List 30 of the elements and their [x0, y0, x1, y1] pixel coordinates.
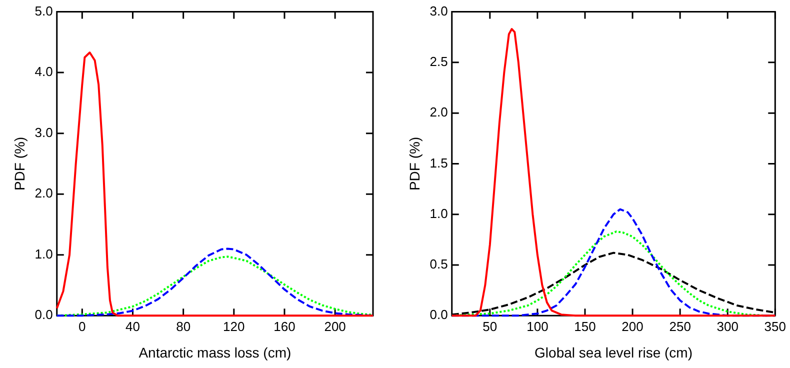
x-tick-label: 120 [223, 318, 245, 334]
y-tick-label: 3.0 [34, 124, 53, 140]
x-tick-label: 160 [274, 318, 296, 334]
x-tick-label: 200 [622, 318, 644, 334]
y-tick-label: 2.5 [430, 54, 448, 70]
x-tick-label: 0 [78, 318, 86, 334]
y-tick-label: 1.5 [430, 155, 448, 170]
y-tick-label: 0.5 [430, 256, 448, 272]
x-axis-title: Global sea level rise (cm) [534, 344, 692, 360]
x-axis-title: Antarctic mass loss (cm) [138, 344, 292, 360]
x-tick-label: 50 [482, 318, 498, 334]
x-tick-label: 100 [526, 318, 548, 334]
y-tick-label: 5.0 [34, 3, 53, 18]
y-axis-title: PDF (%) [406, 136, 422, 191]
y-tick-label: 4.0 [34, 64, 53, 80]
x-tick-label: 200 [324, 318, 346, 334]
x-tick-label: 300 [716, 318, 738, 334]
x-tick-label: 150 [574, 318, 596, 334]
y-tick-label: 1.0 [430, 206, 448, 221]
y-tick-label: 0.0 [430, 307, 448, 322]
x-tick-label: 40 [126, 318, 140, 334]
y-tick-label: 2.0 [430, 104, 448, 120]
y-tick-label: 2.0 [34, 186, 53, 201]
y-tick-label: 0.0 [34, 307, 53, 322]
y-axis-title: PDF (%) [11, 136, 28, 191]
y-tick-label: 3.0 [430, 3, 448, 18]
x-tick-label: 250 [669, 318, 691, 334]
y-tick-label: 1.0 [34, 246, 53, 262]
x-tick-label: 80 [176, 318, 191, 334]
x-tick-label: 350 [764, 318, 786, 334]
